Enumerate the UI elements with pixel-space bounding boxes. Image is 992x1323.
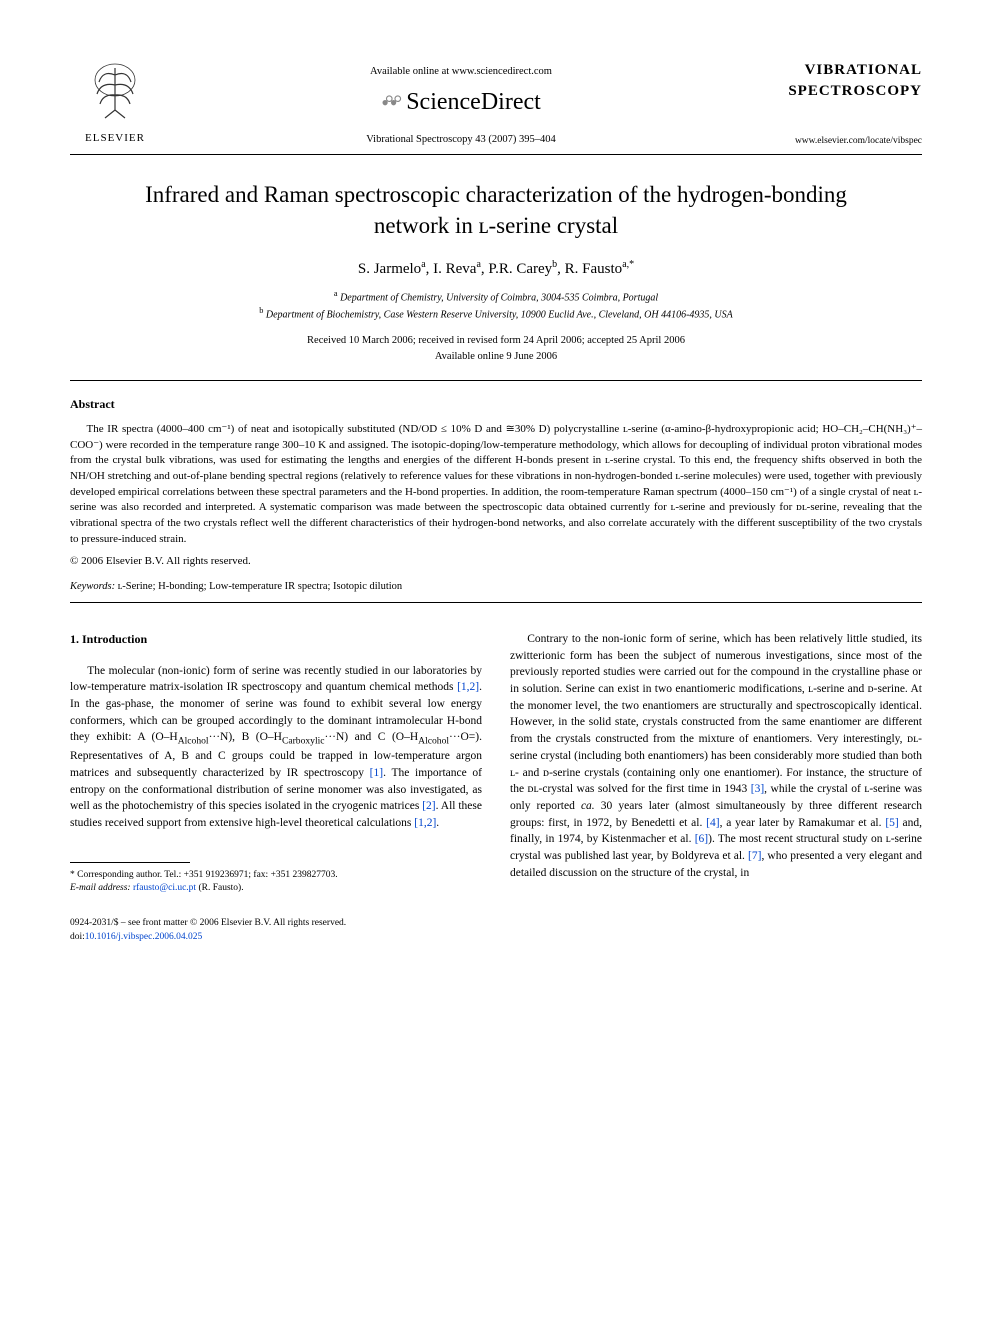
received-line: Received 10 March 2006; received in revi… bbox=[70, 333, 922, 349]
email-label: E-mail address: bbox=[70, 883, 131, 893]
ref-link-6[interactable]: [6] bbox=[695, 833, 708, 845]
author-3: P.R. Careyb bbox=[488, 261, 557, 277]
author-2: I. Revaa bbox=[433, 261, 481, 277]
journal-title-line2: SPECTROSCOPY bbox=[762, 81, 922, 102]
keywords-text: ʟ-Serine; H-bonding; Low-temperature IR … bbox=[115, 581, 402, 592]
journal-reference: Vibrational Spectroscopy 43 (2007) 395–4… bbox=[160, 134, 762, 145]
affiliations: a Department of Chemistry, University of… bbox=[70, 288, 922, 323]
email-name: (R. Fausto). bbox=[198, 883, 243, 893]
author-1: S. Jarmeloa bbox=[358, 261, 426, 277]
intro-paragraph-2: Contrary to the non-ionic form of serine… bbox=[510, 631, 922, 881]
ref-link-2[interactable]: [2] bbox=[422, 800, 435, 812]
abstract-heading: Abstract bbox=[70, 397, 922, 412]
publisher-logo: ELSEVIER bbox=[70, 60, 160, 144]
ref-link-1-2[interactable]: [1,2] bbox=[457, 681, 479, 693]
abstract-text: The IR spectra (4000–400 cm⁻¹) of neat a… bbox=[70, 422, 922, 547]
rule-above-abstract bbox=[70, 380, 922, 381]
journal-url: www.elsevier.com/locate/vibspec bbox=[762, 136, 922, 146]
author-4: R. Faustoa,* bbox=[565, 261, 634, 277]
rule-top bbox=[70, 154, 922, 155]
page-header: ELSEVIER Available online at www.science… bbox=[70, 60, 922, 146]
column-right: Contrary to the non-ionic form of serine… bbox=[510, 631, 922, 895]
affiliation-b: b Department of Biochemistry, Case Weste… bbox=[70, 305, 922, 322]
sciencedirect-icon: •°•° bbox=[381, 90, 398, 116]
ref-link-4[interactable]: [4] bbox=[706, 817, 719, 829]
journal-header: VIBRATIONAL SPECTROSCOPY www.elsevier.co… bbox=[762, 60, 922, 146]
elsevier-tree-icon bbox=[85, 60, 145, 130]
rule-below-keywords bbox=[70, 602, 922, 603]
section-heading-intro: 1. Introduction bbox=[70, 631, 482, 648]
keywords-line: Keywords: ʟ-Serine; H-bonding; Low-tempe… bbox=[70, 581, 922, 592]
available-online-text: Available online at www.sciencedirect.co… bbox=[160, 66, 762, 77]
journal-title: VIBRATIONAL SPECTROSCOPY bbox=[762, 60, 922, 102]
sciencedirect-brand: •°•° ScienceDirect bbox=[160, 89, 762, 116]
column-left: 1. Introduction The molecular (non-ionic… bbox=[70, 631, 482, 895]
issn-line: 0924-2031/$ – see front matter © 2006 El… bbox=[70, 917, 922, 930]
body-columns: 1. Introduction The molecular (non-ionic… bbox=[70, 631, 922, 895]
corr-author-line: * Corresponding author. Tel.: +351 91923… bbox=[70, 869, 482, 882]
corresponding-footnote: * Corresponding author. Tel.: +351 91923… bbox=[70, 869, 482, 896]
abstract-paragraph: The IR spectra (4000–400 cm⁻¹) of neat a… bbox=[70, 422, 922, 547]
affiliation-a: a Department of Chemistry, University of… bbox=[70, 288, 922, 305]
center-header: Available online at www.sciencedirect.co… bbox=[160, 60, 762, 145]
online-line: Available online 9 June 2006 bbox=[70, 349, 922, 365]
authors-line: S. Jarmeloa, I. Revaa, P.R. Careyb, R. F… bbox=[70, 259, 922, 278]
sciencedirect-text: ScienceDirect bbox=[406, 89, 541, 116]
keywords-label: Keywords: bbox=[70, 581, 115, 592]
footnote-rule bbox=[70, 862, 190, 863]
doi-line: doi:10.1016/j.vibspec.2006.04.025 bbox=[70, 931, 922, 944]
article-dates: Received 10 March 2006; received in revi… bbox=[70, 333, 922, 365]
publisher-name: ELSEVIER bbox=[85, 132, 145, 144]
ref-link-7[interactable]: [7] bbox=[748, 850, 761, 862]
abstract-copyright: © 2006 Elsevier B.V. All rights reserved… bbox=[70, 555, 922, 567]
ref-link-5[interactable]: [5] bbox=[885, 817, 898, 829]
email-link[interactable]: rfausto@ci.uc.pt bbox=[133, 883, 196, 893]
doi-link[interactable]: 10.1016/j.vibspec.2006.04.025 bbox=[85, 932, 202, 942]
ref-link-1[interactable]: [1] bbox=[370, 767, 383, 779]
ref-link-3[interactable]: [3] bbox=[751, 783, 764, 795]
ref-link-1-2b[interactable]: [1,2] bbox=[414, 817, 436, 829]
page-footer: 0924-2031/$ – see front matter © 2006 El… bbox=[70, 917, 922, 944]
intro-paragraph-1: The molecular (non-ionic) form of serine… bbox=[70, 663, 482, 832]
journal-title-line1: VIBRATIONAL bbox=[762, 60, 922, 81]
article-title: Infrared and Raman spectroscopic charact… bbox=[70, 179, 922, 241]
corr-email-line: E-mail address: rfausto@ci.uc.pt (R. Fau… bbox=[70, 882, 482, 895]
